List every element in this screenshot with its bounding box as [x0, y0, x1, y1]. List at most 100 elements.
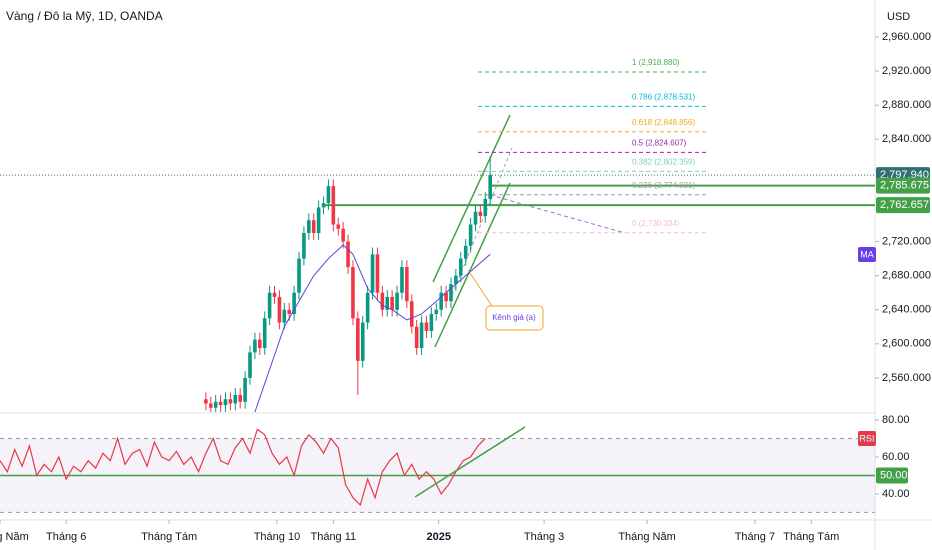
y-tick-label: 2,640.000 [882, 304, 931, 316]
candle-body [321, 203, 326, 208]
fib-label: 0.618 (2,848.856) [632, 118, 695, 127]
candle-body [262, 318, 267, 349]
chart-title: Vàng / Đô la Mỹ, 1D, OANDA [6, 9, 163, 23]
candle-body [233, 394, 238, 404]
candle-body [468, 224, 473, 246]
fib-label: 0.382 (2,802.359) [632, 157, 695, 166]
callout-box [485, 305, 544, 331]
price-pane [0, 71, 875, 412]
candle-body [258, 339, 262, 349]
candle-body [223, 399, 228, 406]
candle-body [218, 401, 223, 406]
rsi-trendline [414, 426, 526, 498]
rsi-level-tag [876, 467, 908, 484]
y-tick-label: 2,600.000 [882, 338, 931, 350]
x-tick-label: Tháng Tám [783, 531, 839, 543]
candle-body [419, 322, 424, 349]
y-tick-label: 2,840.000 [882, 133, 931, 145]
x-tick-label: Tháng 6 [46, 531, 86, 543]
candle-body [238, 394, 242, 402]
candle-body [483, 198, 488, 216]
candle-body [311, 220, 316, 234]
candle-body [370, 254, 375, 293]
candle-body [302, 233, 306, 259]
fib-label: 0 (2,730.334) [632, 219, 680, 228]
candle-body [228, 399, 233, 404]
candle-body [267, 292, 272, 319]
price-tag [876, 177, 930, 194]
callout-text: Kênh giá (a) [492, 313, 536, 322]
candle-body [213, 401, 218, 408]
y-tick-label: 2,880.000 [882, 99, 931, 111]
rsi-level-label: 50.00 [880, 469, 908, 481]
candle-body [434, 309, 439, 314]
rsi-line [0, 428, 486, 507]
candle-body [390, 296, 394, 310]
y-tick-label: 2,560.000 [882, 372, 931, 384]
callout-pointer [467, 269, 493, 307]
candle-body [346, 241, 350, 268]
candle-body [360, 322, 365, 361]
candle-body [405, 267, 409, 302]
candle-body [409, 301, 414, 327]
ma-line [254, 244, 491, 412]
y-tick-label: 2,680.000 [882, 270, 931, 282]
candle-body [424, 322, 429, 332]
x-tick-label: Tháng 3 [524, 531, 564, 543]
x-tick-label: Tháng 10 [254, 531, 300, 543]
candle-body [204, 399, 208, 404]
rsi-tick-label: 40.00 [882, 488, 910, 500]
candle-body [307, 220, 311, 234]
candle-body [365, 292, 370, 323]
candle-body [356, 318, 360, 361]
fib-label: 0.786 (2,878.531) [632, 93, 695, 102]
candle-body [458, 258, 463, 276]
y-tick-label: 2,920.000 [882, 65, 931, 77]
candle-body [243, 377, 247, 402]
candle-body [400, 267, 404, 293]
rsi-tick-label: 80.00 [882, 414, 910, 426]
fib-label: 0.5 (2,824.607) [632, 138, 687, 147]
candle-body [336, 224, 341, 229]
candle-body [253, 339, 257, 353]
candle-body [292, 292, 296, 314]
candle-body [297, 258, 301, 293]
candle-body [414, 326, 419, 349]
candle-body [272, 292, 277, 297]
candle-body [439, 292, 443, 310]
candle-body [341, 228, 345, 242]
candle-body [282, 309, 287, 323]
candle-body [395, 292, 399, 310]
price-tag-label: 2,762.657 [880, 199, 929, 211]
ma-badge-label: MA [860, 249, 874, 259]
candle-body [449, 284, 453, 302]
x-tick-label: 2025 [426, 531, 450, 543]
channel-lower [434, 182, 511, 348]
price-tag [876, 197, 930, 214]
y-tick-label: 2,720.000 [882, 235, 931, 247]
price-tag-label: 2,785.675 [880, 179, 929, 191]
candle-body [488, 175, 492, 199]
candle-body [331, 186, 336, 225]
candle-body [208, 403, 213, 408]
fib-label: 1 (2,918.880) [632, 58, 680, 67]
candle-body [380, 292, 385, 310]
ma-badge [858, 247, 876, 262]
candle-body [463, 245, 468, 259]
x-tick-label: Tháng 7 [735, 531, 775, 543]
channel-upper [432, 114, 511, 283]
candle-body [429, 313, 434, 332]
drawings [432, 114, 626, 348]
candle-body [351, 267, 355, 319]
candle-body [277, 296, 282, 323]
candle-body [385, 296, 390, 310]
candle-body [287, 309, 292, 314]
y-tick-label: 2,960.000 [882, 31, 931, 43]
x-tick-label: Tháng Tám [141, 531, 197, 543]
rsi-tick-label: 60.00 [882, 451, 910, 463]
candle-body [478, 211, 483, 216]
candle-body [444, 292, 448, 302]
x-tick-label: Tháng Năm [0, 531, 29, 543]
candle-body [326, 186, 331, 204]
